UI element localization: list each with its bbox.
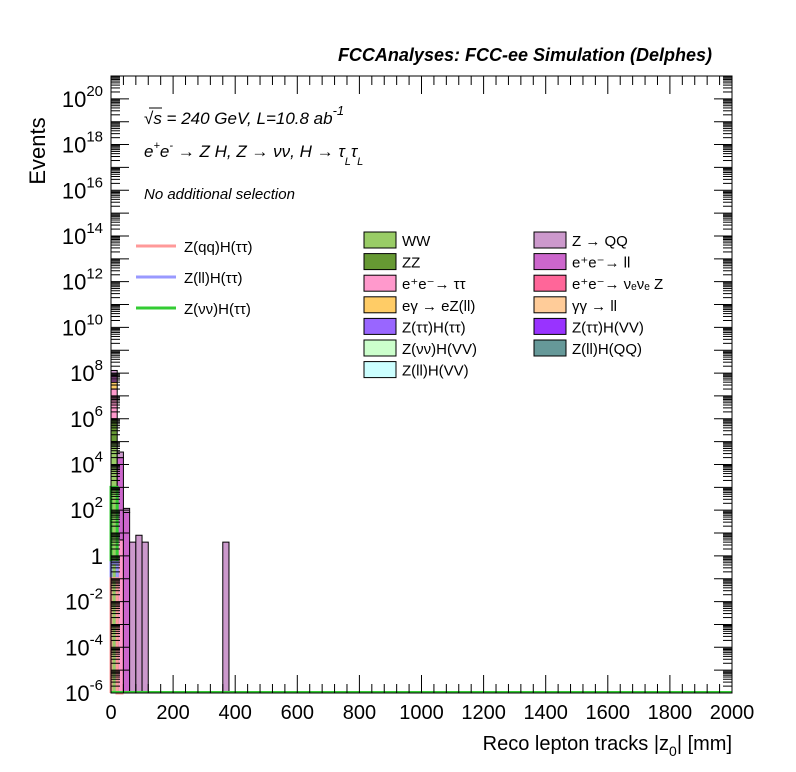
legend-swatch <box>533 274 567 292</box>
legend-label: Z(ll)H(QQ) <box>572 341 642 358</box>
legend-swatch <box>363 361 397 379</box>
x-tick-label: 800 <box>343 702 376 724</box>
y-tick-label: 1016 <box>62 174 103 203</box>
legend-label: WW <box>402 233 431 250</box>
legend-swatch <box>363 231 397 249</box>
legend-swatch <box>363 274 397 292</box>
bar-Z_QQ <box>141 541 149 694</box>
y-axis-title: Events <box>25 117 50 184</box>
y-tick-label: 1018 <box>62 129 103 158</box>
legend-swatch <box>533 317 567 335</box>
bar-ee_tautau <box>110 388 118 420</box>
legend-signal-label: Z(qq)H(ττ) <box>184 239 253 256</box>
bar-Z_QQ <box>222 541 230 694</box>
legend-swatch <box>363 253 397 271</box>
legend: Z(qq)H(ττ) Z(ll)H(ττ) Z(νν)H(ττ) WW ZZ e⁺e⁻→ … <box>136 231 663 380</box>
y-tick-label: 1014 <box>62 220 103 249</box>
legend-signal-label: Z(ll)H(ττ) <box>184 270 243 287</box>
process-label: e+e- → Z H, Z → νν, H → τLτL <box>144 140 363 168</box>
y-tick-label: 10-6 <box>65 677 103 706</box>
axes: 0 200 400 600 800 1000 1200 1400 1600 1800 2000 10-… <box>62 75 755 724</box>
legend-label: e⁺e⁻→ νₑνₑ Z <box>572 276 663 293</box>
x-tick-label: 200 <box>156 702 189 724</box>
x-tick-label: 1200 <box>461 702 506 724</box>
legend-swatch <box>533 339 567 357</box>
selection-label: No additional selection <box>144 186 295 203</box>
legend-label: e⁺e⁻→ ττ <box>402 276 466 293</box>
y-tick-label: 10-4 <box>65 631 103 660</box>
legend-label: Z(ττ)H(ττ) <box>402 319 466 336</box>
legend-label: γγ → ll <box>572 298 617 315</box>
legend-swatch <box>533 253 567 271</box>
legend-label: e⁺e⁻→ ll <box>572 255 630 272</box>
y-tick-label: 1020 <box>62 83 103 112</box>
legend-label: ZZ <box>402 255 420 272</box>
x-tick-label: 400 <box>219 702 252 724</box>
y-tick-label: 108 <box>70 357 103 386</box>
y-tick-label: 104 <box>70 448 103 477</box>
header-title: FCCAnalyses: FCC-ee Simulation (Delphes) <box>338 45 712 65</box>
legend-label: Z(ττ)H(VV) <box>572 319 644 336</box>
x-tick-label: 1800 <box>648 702 693 724</box>
x-tick-label: 0 <box>105 702 116 724</box>
x-tick-label: 1400 <box>523 702 568 724</box>
legend-swatch <box>533 296 567 314</box>
y-tick-label: 10-2 <box>65 586 103 615</box>
y-tick-label: 1012 <box>62 266 103 295</box>
annotation-block: √s = 240 GeV, L=10.8 ab-1 e+e- → Z H, Z … <box>144 103 363 203</box>
legend-swatch <box>363 317 397 335</box>
bar-Z_QQ <box>116 451 124 459</box>
y-tick-label: 1010 <box>62 311 103 340</box>
legend-label: Z(νν)H(VV) <box>402 341 477 358</box>
bar-egamma_eZll <box>110 381 118 390</box>
y-tick-label: 102 <box>70 494 103 523</box>
y-tick-label: 1 <box>91 544 103 569</box>
legend-label: Z → QQ <box>572 233 628 250</box>
energy-label: √s = 240 GeV, L=10.8 ab-1 <box>144 103 344 128</box>
legend-label: eγ → eZ(ll) <box>402 298 475 315</box>
legend-label: Z(ll)H(VV) <box>402 363 469 380</box>
bar-Z_QQ <box>129 541 137 694</box>
x-tick-label: 1000 <box>399 702 444 724</box>
legend-swatch <box>533 231 567 249</box>
x-axis-title: Reco lepton tracks |z0| [mm] <box>483 733 732 759</box>
x-tick-label: 600 <box>281 702 314 724</box>
bar-Z_QQ <box>135 534 143 694</box>
legend-signal-label: Z(νν)H(ττ) <box>184 301 251 318</box>
x-tick-label: 2000 <box>710 702 755 724</box>
bar-ee_ll <box>122 511 131 694</box>
legend-swatch <box>363 296 397 314</box>
y-tick-label: 106 <box>70 403 103 432</box>
x-tick-label: 1600 <box>586 702 631 724</box>
legend-swatch <box>363 339 397 357</box>
